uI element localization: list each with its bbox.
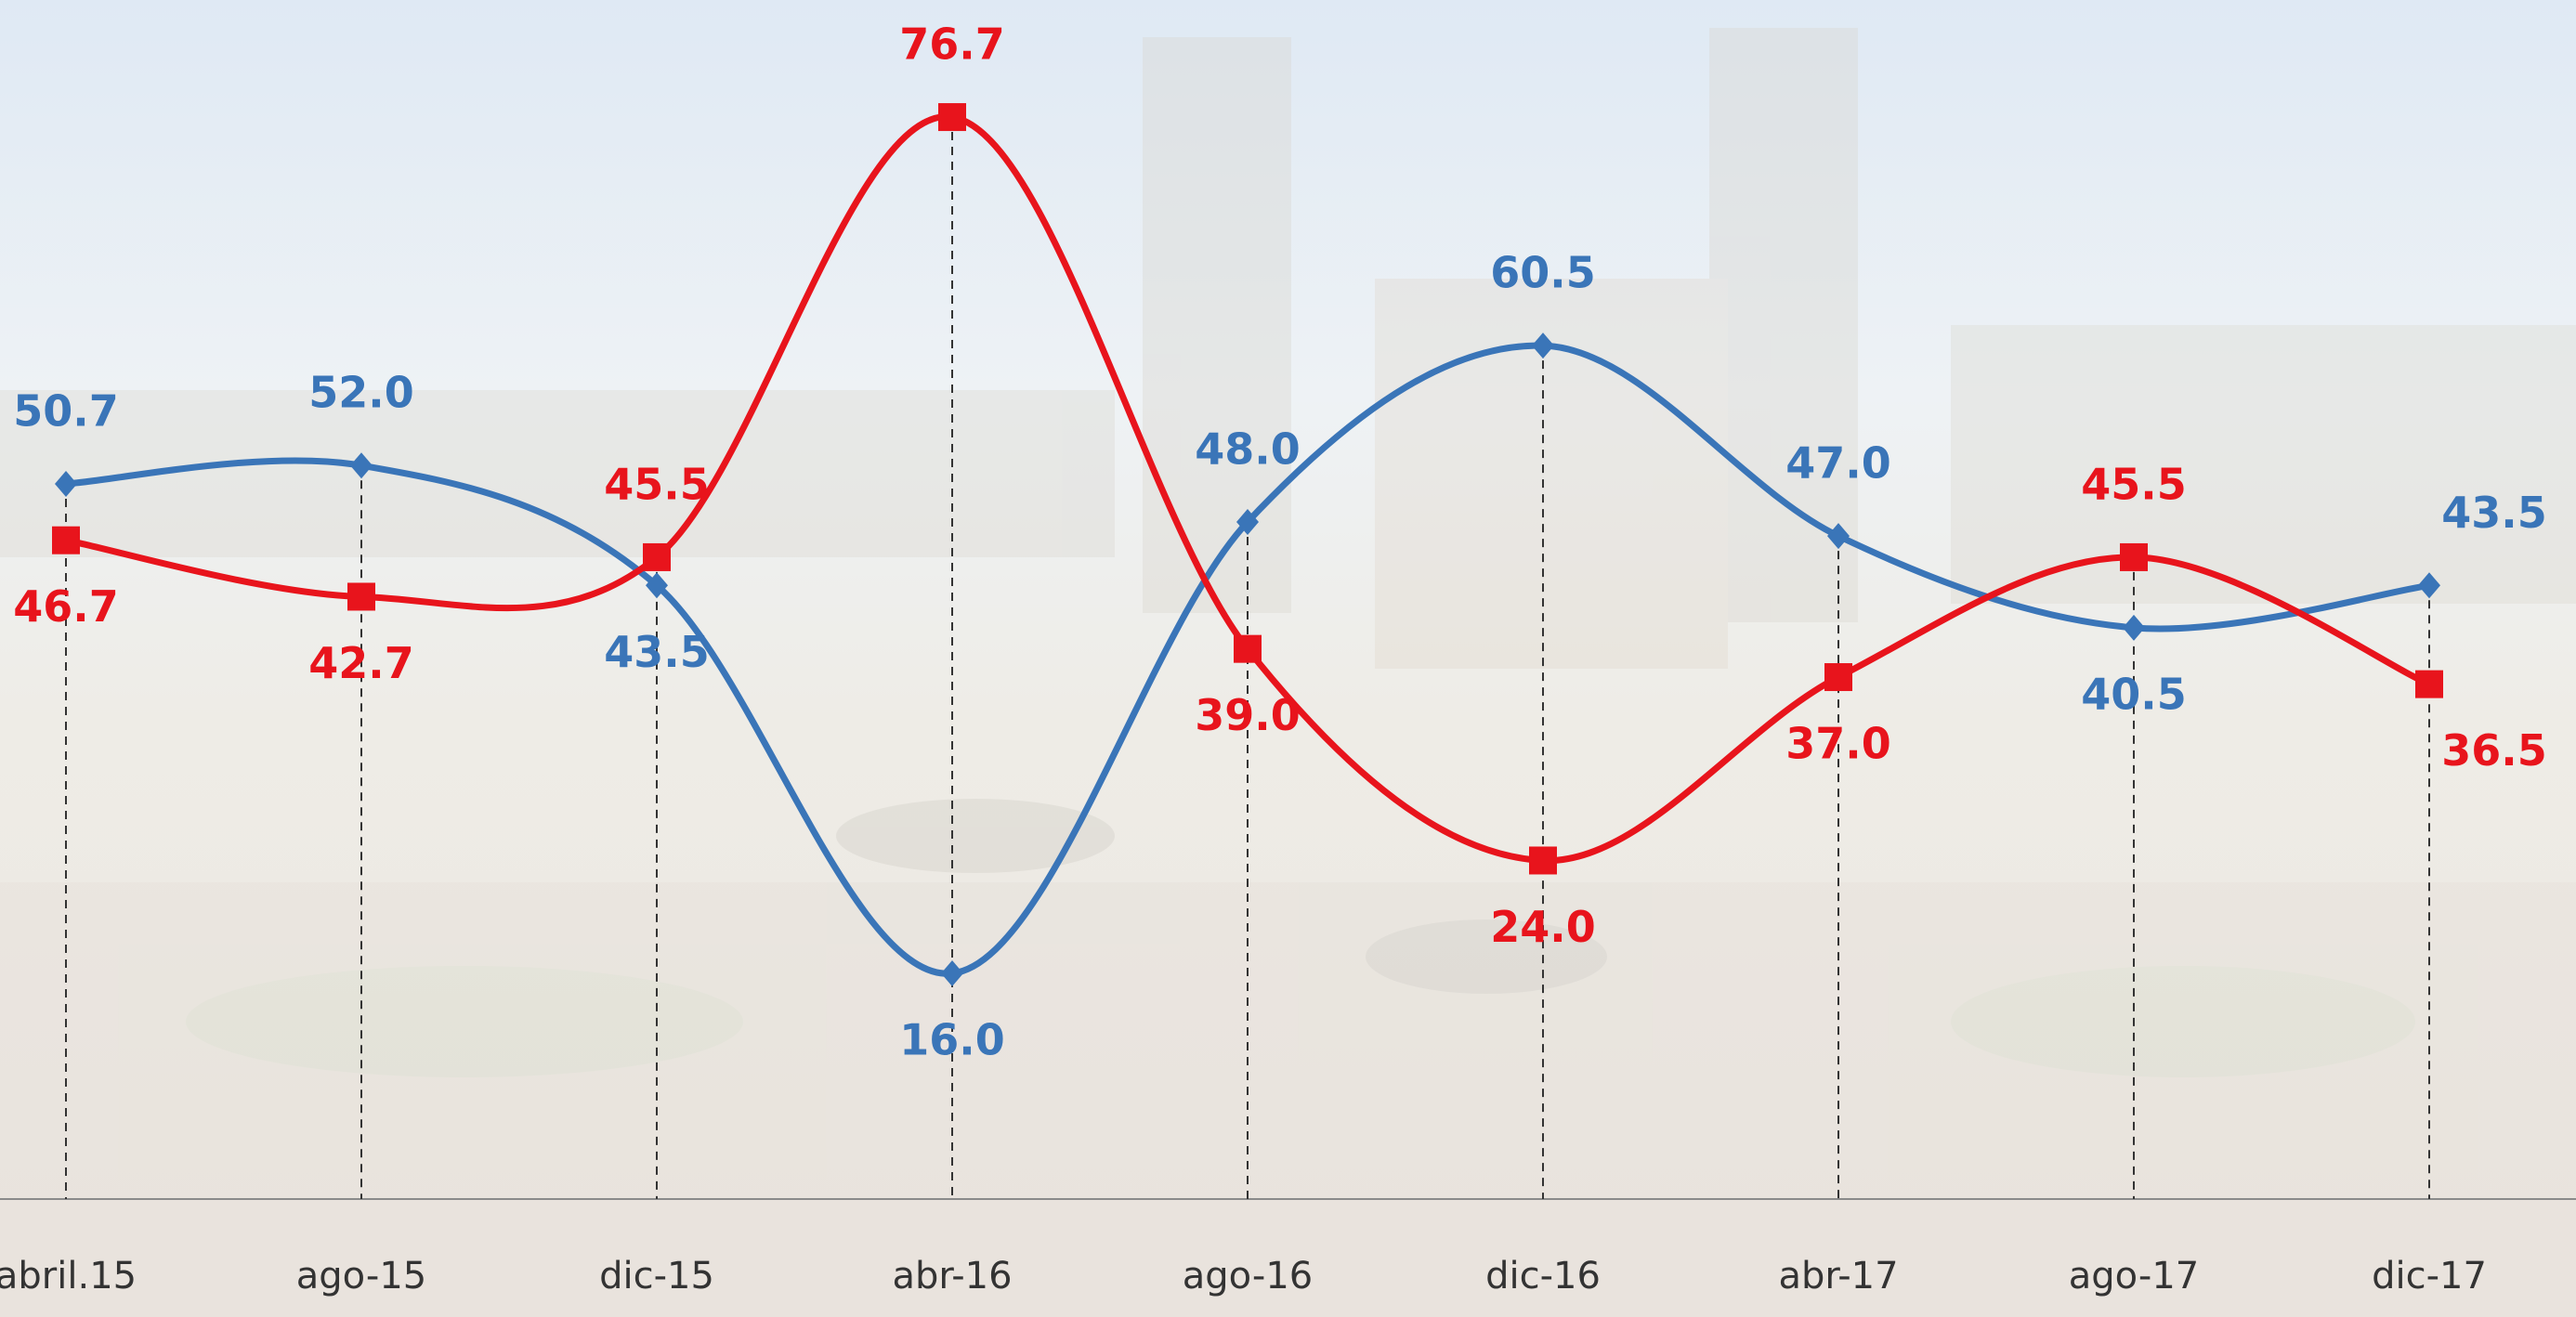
marker (2418, 572, 2440, 599)
data-label: 60.5 (1490, 248, 1596, 298)
marker (1824, 663, 1852, 692)
data-label: 39.0 (1195, 690, 1301, 740)
data-label: 24.0 (1490, 902, 1596, 952)
marker (643, 542, 671, 571)
data-label: 16.0 (899, 1014, 1005, 1064)
marker (350, 452, 373, 479)
data-label: 37.0 (1785, 719, 1891, 769)
data-label: 43.5 (604, 627, 710, 677)
marker (2120, 542, 2148, 571)
data-label: 50.7 (13, 385, 119, 436)
marker (2123, 614, 2145, 641)
data-label: 76.7 (899, 20, 1005, 70)
marker (1236, 508, 1259, 535)
marker (938, 103, 966, 132)
x-tick-label: abr-17 (1778, 1255, 1898, 1297)
x-tick-label: dic-15 (599, 1255, 714, 1297)
marker (1234, 634, 1262, 663)
x-tick-label: ago-16 (1183, 1255, 1313, 1297)
data-label: 45.5 (604, 459, 710, 509)
x-tick-label: dic-17 (2372, 1255, 2487, 1297)
marker (941, 959, 963, 986)
marker (1529, 846, 1557, 875)
marker (52, 526, 80, 554)
data-label: 40.5 (2081, 669, 2187, 719)
x-tick-label: ago-15 (296, 1255, 426, 1297)
x-tick-label: abril.15 (0, 1255, 137, 1297)
x-tick-label: dic-16 (1485, 1255, 1601, 1297)
series-line (65, 113, 2431, 864)
series-line (65, 342, 2430, 977)
marker (55, 470, 77, 497)
data-label: 47.0 (1785, 438, 1891, 489)
x-tick-label: ago-17 (2069, 1255, 2199, 1297)
data-label: 43.5 (2441, 488, 2547, 538)
marker (1827, 523, 1850, 550)
marker (2415, 670, 2443, 698)
marker (347, 582, 375, 611)
background-scene (0, 28, 2576, 1317)
data-label: 42.7 (308, 638, 414, 688)
marker (1532, 333, 1554, 359)
data-label: 46.7 (13, 581, 119, 632)
data-label: 48.0 (1195, 424, 1301, 474)
marker (646, 572, 668, 599)
data-label: 36.5 (2441, 725, 2547, 776)
data-label: 45.5 (2081, 459, 2187, 509)
data-label: 52.0 (308, 368, 414, 418)
x-tick-label: abr-16 (892, 1255, 1012, 1297)
